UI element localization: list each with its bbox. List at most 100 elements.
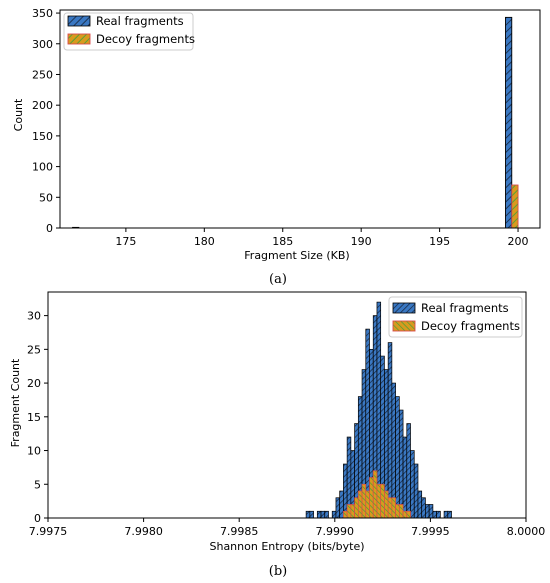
panel-b-bar-real-7 [331, 510, 337, 519]
panel-b-bar-real-0 [305, 510, 311, 519]
panel-a-xtick-label-0: 175 [115, 235, 136, 248]
panel-b-ytick-label-6: 30 [27, 310, 41, 323]
panel-b-bar-real-33 [428, 504, 434, 519]
panel-b-bar-real-10 [343, 463, 348, 519]
panel-b-bar-real-5 [324, 510, 329, 519]
panel-b-bar-decoy-12 [350, 504, 355, 519]
panel-b-bar-real-31 [421, 497, 426, 519]
panel-b-bar-decoy-26 [402, 510, 408, 519]
panel-b-legend-swatch-real [392, 302, 416, 314]
panel-a-legend-label-real: Real fragments [96, 14, 184, 28]
panel-b-xtick-label-1: 7.9980 [124, 525, 163, 538]
panel-b-legend-swatch-decoy [392, 320, 416, 332]
panel-a-x-ticks: 175 180 185 190 195 200 [115, 228, 529, 248]
panel-b-legend: Real fragments Decoy fragments [388, 296, 523, 338]
panel-b-bar-real-32 [425, 504, 430, 519]
panel-b-legend-label-decoy: Decoy fragments [421, 319, 520, 333]
panel-b-bar-decoy-27 [406, 510, 411, 519]
panel-b-ytick-label-1: 5 [34, 478, 41, 491]
panel-b-bar-real-30 [417, 490, 423, 519]
panel-b-bars [305, 301, 452, 519]
panel-b-xtick-label-4: 7.9995 [411, 525, 450, 538]
panel-b-bar-real-35 [436, 510, 441, 519]
panel-b: Fragment Count Shannon Entropy (bits/byt… [9, 291, 546, 579]
panel-b-bar-decoy-23 [391, 497, 396, 519]
panel-b-plot-frame [47, 291, 527, 519]
panel-a-bar-real-1 [505, 16, 513, 229]
panel-b-bar-decoy-15 [361, 483, 367, 519]
panel-b-ylabel: Fragment Count [9, 358, 22, 447]
panel-b-xtick-label-3: 7.9990 [316, 525, 355, 538]
panel-b-caption: (b) [269, 564, 287, 579]
panel-a-ytick-label-7: 350 [32, 7, 53, 20]
panel-b-bar-real-4 [320, 510, 326, 519]
panel-b-bar-real-28 [410, 450, 415, 519]
panel-b-ytick-label-4: 20 [27, 377, 41, 390]
panel-a-bar-decoy-0 [511, 184, 519, 229]
panel-a-legend-box [63, 12, 194, 51]
panel-a-xtick-label-1: 180 [194, 235, 215, 248]
panel-a-xtick-label-3: 190 [351, 235, 372, 248]
panel-b-bar-decoy-16 [365, 490, 370, 519]
panel-a-ytick-label-0: 0 [46, 222, 53, 235]
panel-b-bar-real-34 [432, 510, 437, 519]
panel-b-legend-label-real: Real fragments [421, 301, 509, 315]
panel-b-x-ticks: 7.9975 7.9980 7.9985 7.9990 7.9995 8.0000 [29, 518, 546, 538]
panel-a-xtick-label-5: 200 [508, 235, 529, 248]
panel-b-bar-decoy-24 [395, 504, 400, 519]
panel-a-ytick-label-1: 50 [39, 191, 53, 204]
panel-b-bar-decoy-13 [354, 497, 359, 519]
panel-a-plot-frame [59, 9, 541, 229]
panel-b-bar-decoy-11 [346, 504, 352, 519]
panel-b-bar-decoy-10 [343, 510, 348, 519]
panel-a-ylabel: Count [12, 98, 25, 131]
panel-b-bar-decoy-20 [380, 483, 385, 519]
panel-b-bar-decoy-25 [398, 504, 404, 519]
panel-b-bar-real-22 [387, 342, 393, 519]
panel-a-ytick-label-3: 150 [32, 130, 53, 143]
panel-a-xtick-label-4: 195 [429, 235, 450, 248]
panel-a-ytick-label-4: 200 [32, 99, 53, 112]
panel-b-bar-decoy-18 [372, 470, 378, 519]
panel-b-ytick-label-0: 0 [34, 512, 41, 525]
panel-b-ytick-label-2: 10 [27, 445, 41, 458]
panel-b-bar-real-38 [447, 510, 452, 519]
panel-a-legend-swatch-decoy [67, 33, 91, 45]
panel-b-bar-real-27 [406, 423, 411, 519]
panel-b-ytick-label-3: 15 [27, 411, 41, 424]
panel-a-ytick-label-6: 300 [32, 38, 53, 51]
panel-b-bar-decoy-17 [369, 477, 374, 519]
panel-b-bar-real-1 [309, 510, 314, 519]
panel-a-caption: (a) [269, 272, 287, 287]
panel-a-y-ticks: 0 50 100 150 200 250 300 350 [32, 7, 60, 235]
panel-b-xtick-label-5: 8.0000 [507, 525, 546, 538]
panel-b-y-ticks: 0 5 10 15 20 25 30 [27, 310, 48, 525]
panel-b-bar-real-37 [443, 510, 449, 519]
panel-b-bar-real-9 [339, 490, 344, 519]
panel-b-xtick-label-0: 7.9975 [29, 525, 68, 538]
panel-b-ytick-label-5: 25 [27, 343, 41, 356]
panel-a-xtick-label-2: 185 [272, 235, 293, 248]
panel-b-xtick-label-2: 7.9985 [220, 525, 259, 538]
panel-b-bar-decoy-19 [376, 483, 382, 519]
panel-b-xlabel: Shannon Entropy (bits/byte) [209, 540, 364, 553]
panel-a-ytick-label-5: 250 [32, 68, 53, 81]
panel-a-legend-swatch-real [67, 15, 91, 27]
panel-a-ytick-label-2: 100 [32, 161, 53, 174]
panel-b-bar-real-16 [365, 328, 370, 519]
panel-b-bar-real-24 [395, 396, 400, 519]
panel-b-bar-real-26 [402, 436, 408, 519]
panel-a-xlabel: Fragment Size (KB) [244, 249, 349, 262]
panel-a-legend: Real fragments Decoy fragments [63, 12, 195, 51]
panel-b-bar-real-29 [413, 463, 419, 519]
panel-a-legend-label-decoy: Decoy fragments [96, 32, 195, 46]
panel-b-bar-decoy-21 [384, 490, 389, 519]
panel-b-bar-real-25 [398, 409, 404, 519]
panel-b-bar-real-3 [316, 510, 322, 519]
panel-b-bar-decoy-14 [357, 490, 363, 519]
panel-b-legend-box [388, 296, 523, 338]
panel-a: Count Fragment Size (KB) (a) 0 50 100 150 20… [12, 7, 541, 287]
panel-b-bar-decoy-22 [387, 497, 393, 519]
panel-b-bar-real-8 [335, 497, 341, 519]
